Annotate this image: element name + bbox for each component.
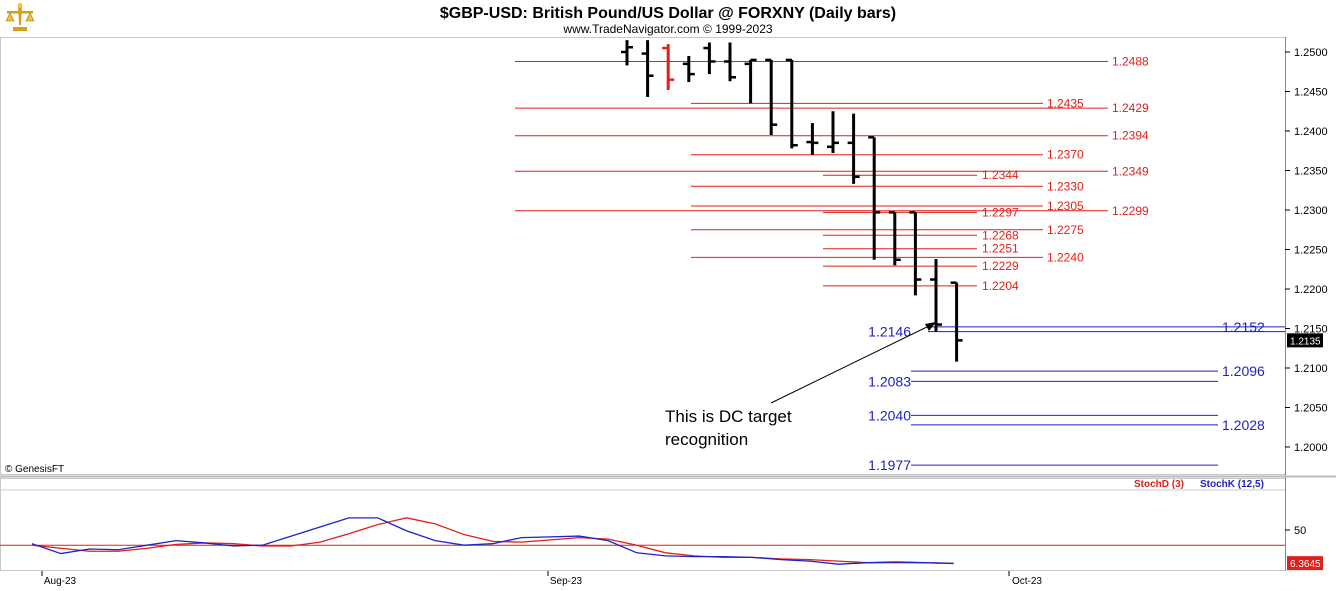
ohlc-bar: [744, 58, 757, 104]
stochastic-axis: 50 6.3645: [1285, 525, 1323, 571]
stochk-line: [31, 517, 954, 565]
red-level-label: 1.2435: [1047, 96, 1084, 110]
price-tick-label: 1.2150: [1294, 324, 1328, 336]
red-level-label: 1.2349: [1112, 164, 1149, 178]
stoch-last-value-label: 6.3645: [1290, 559, 1321, 570]
ohlc-bar: [847, 113, 860, 184]
price-tick-label: 1.2050: [1294, 403, 1328, 415]
blue-level-label: 1.2146: [868, 324, 911, 340]
red-level-label: 1.2240: [1047, 250, 1084, 264]
red-fib-levels: 1.2488 1.2435 1.2429 1.2394 1.2370 1.2349 1.23…: [515, 54, 1149, 293]
ohlc-bar: [868, 136, 881, 260]
blue-level-label: 1.2040: [868, 407, 911, 423]
price-tick-label: 1.2300: [1294, 205, 1328, 217]
last-price-label: 1.2135: [1290, 336, 1321, 347]
ohlc-bar: [682, 55, 695, 83]
red-level-label: 1.2429: [1112, 101, 1149, 115]
price-tick-label: 1.2250: [1294, 245, 1328, 257]
scales-logo-icon: [5, 3, 35, 31]
date-tick-label: Sep-23: [550, 576, 583, 587]
price-tick-label: 1.2400: [1294, 126, 1328, 138]
ohlc-bar: [641, 40, 654, 98]
price-tick-label: 1.2100: [1294, 363, 1328, 375]
annotation-arrowhead: [925, 322, 936, 331]
ohlc-bar: [909, 211, 922, 296]
stoch-last-value-tag: [1287, 556, 1323, 571]
legend-stochk: StochK (12,5): [1200, 479, 1264, 490]
red-level-label: 1.2297: [982, 205, 1019, 219]
red-level-label: 1.2305: [1047, 199, 1084, 213]
chart-subtitle: www.TradeNavigator.com © 1999-2023: [562, 22, 772, 36]
annotation-line-1: This is DC target: [665, 407, 792, 426]
ohlc-bar: [662, 44, 675, 90]
red-level-label: 1.2344: [982, 168, 1019, 182]
red-level-label: 1.2229: [982, 259, 1019, 273]
red-level-label: 1.2299: [1112, 204, 1149, 218]
red-level-label: 1.2370: [1047, 148, 1084, 162]
ohlc-bar: [888, 211, 901, 266]
copyright-label: © GenesisFT: [5, 464, 64, 475]
blue-level-label: 1.2083: [868, 373, 911, 389]
blue-level-label: 1.2152: [1222, 319, 1265, 335]
stochd-line: [31, 517, 954, 565]
price-tick-label: 1.2450: [1294, 87, 1328, 99]
red-level-label: 1.2394: [1112, 129, 1149, 143]
ohlc-bar: [930, 258, 942, 332]
price-tick-label: 1.2350: [1294, 166, 1328, 178]
red-level-label: 1.2268: [982, 228, 1019, 242]
price-tick-label: 1.2000: [1294, 442, 1328, 454]
price-axis: 1.2500 1.2450 1.2400 1.2350 1.2300 1.2250 1.22…: [1285, 47, 1328, 454]
stoch-tick-label: 50: [1294, 525, 1306, 537]
blue-level-label: 1.2096: [1222, 363, 1265, 379]
annotation-line-2: recognition: [665, 430, 748, 449]
date-tick-label: Aug-23: [44, 576, 77, 587]
date-tick-label: Oct-23: [1012, 576, 1042, 587]
ohlc-bar: [950, 281, 963, 362]
blue-level-label: 1.2028: [1222, 417, 1265, 433]
stochastic-panel: [0, 478, 1286, 571]
ohlc-bar: [703, 42, 716, 75]
ohlc-bar: [621, 40, 633, 66]
ohlc-bar: [724, 42, 736, 82]
ohlc-bar: [827, 111, 839, 154]
ohlc-bar: [806, 123, 819, 155]
red-level-label: 1.2275: [1047, 223, 1084, 237]
price-tick-label: 1.2500: [1294, 47, 1328, 59]
blue-level-label: 1.1977: [868, 457, 911, 473]
red-level-label: 1.2204: [982, 279, 1019, 293]
date-axis: Aug-23 Sep-23 Oct-23: [41, 571, 1042, 587]
red-level-label: 1.2330: [1047, 179, 1084, 193]
red-level-label: 1.2251: [982, 242, 1019, 256]
annotation-arrow: [770, 323, 934, 404]
price-panel: [0, 37, 1286, 475]
price-bars: [621, 40, 963, 362]
ohlc-bar: [785, 58, 798, 149]
red-level-label: 1.2488: [1112, 54, 1149, 68]
stochastic-lines: [0, 489, 1285, 565]
ohlc-bar: [765, 58, 778, 135]
price-tick-label: 1.2200: [1294, 284, 1328, 296]
legend-stochd: StochD (3): [1134, 479, 1184, 490]
blue-target-levels: 1.2152 1.2146 1.2096 1.2083 1.2040 1.2028 1.19…: [868, 319, 1285, 473]
chart-title: $GBP-USD: British Pound/US Dollar @ FORX…: [440, 5, 896, 22]
last-price-tag: [1287, 333, 1323, 348]
